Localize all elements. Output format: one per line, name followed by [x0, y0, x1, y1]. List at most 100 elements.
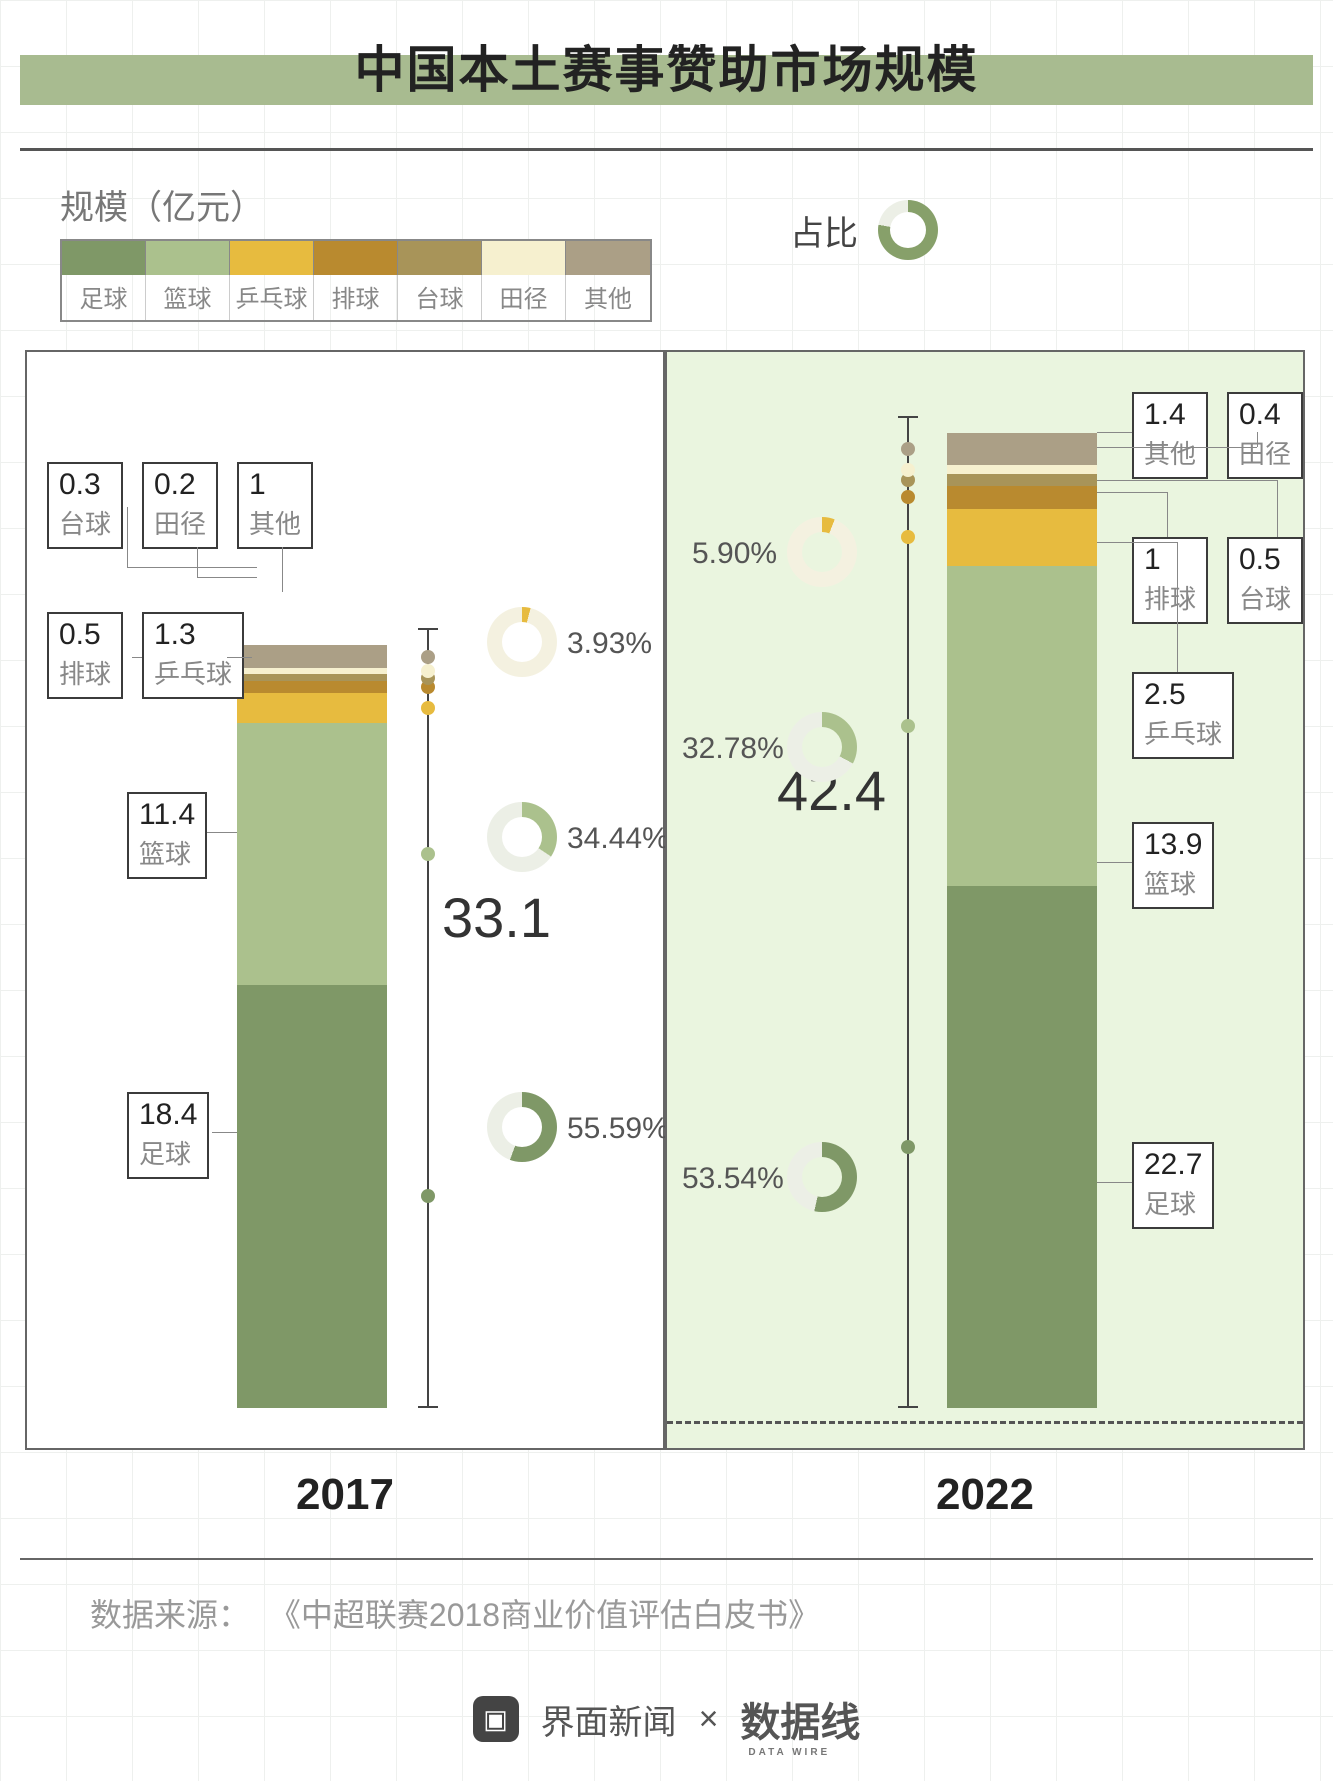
- segment-basketball: [947, 566, 1097, 886]
- segment-pingpong: [947, 509, 1097, 567]
- ratio-legend: 占比: [790, 200, 938, 260]
- callout-value: 11.4: [139, 800, 195, 830]
- callout-label: 其他: [1144, 434, 1196, 471]
- axis-node-football: [421, 1189, 435, 1203]
- legend-swatch-football: [62, 241, 146, 275]
- axis-node-other: [901, 442, 915, 456]
- leader-line: [1097, 862, 1132, 863]
- ratio-pct: 34.44%: [567, 822, 669, 856]
- source-label: 数据来源：: [90, 1597, 250, 1633]
- leader-line: [227, 657, 252, 658]
- stacked-bar: [237, 645, 387, 1408]
- legend-label-track: 田径: [482, 275, 566, 320]
- leader-line: [1097, 492, 1167, 493]
- ratio-pct: 55.59%: [567, 1112, 669, 1146]
- segment-basketball: [237, 723, 387, 985]
- ring-hole: [802, 532, 842, 572]
- axis-line: [907, 418, 909, 1408]
- callout-other: 1.4 其他: [1132, 392, 1208, 479]
- callout-label: 其他: [249, 504, 301, 541]
- ratio-ring: [787, 517, 857, 587]
- segment-football: [237, 985, 387, 1408]
- ratio-ring: [787, 712, 857, 782]
- segment-pingpong: [237, 693, 387, 723]
- callout-football: 18.4足球: [127, 1092, 209, 1179]
- callout-value: 1: [1144, 545, 1196, 575]
- axis-node-basketball: [901, 719, 915, 733]
- axis-node-basketball: [421, 847, 435, 861]
- callout-value: 0.5: [59, 620, 111, 650]
- callout-label: 篮球: [139, 834, 195, 871]
- total-value: 33.1: [442, 885, 551, 950]
- segment-other: [237, 645, 387, 668]
- callout-other: 1 其他: [237, 462, 313, 549]
- legend-swatch-track: [482, 241, 566, 275]
- axis-cap: [898, 1406, 918, 1408]
- axis-node-pingpong: [901, 530, 915, 544]
- ring-hole: [802, 727, 842, 767]
- donut-icon: [878, 200, 938, 260]
- callout-value: 13.9: [1144, 830, 1202, 860]
- year-label-2022: 2022: [665, 1470, 1305, 1520]
- leader-line: [1097, 432, 1132, 433]
- legend-label-basketball: 篮球: [146, 275, 230, 320]
- leader-line: [1097, 1182, 1132, 1183]
- callout-value: 18.4: [139, 1100, 197, 1130]
- panel-2017: 33.1 0.3 台球 0.2 田径 1 其他 0.5 排球 1.3乒乓球 11.4 篮球 18.4足球…: [25, 350, 665, 1450]
- callout-label: 田径: [154, 504, 206, 541]
- year-label-2017: 2017: [25, 1470, 665, 1520]
- callout-track: 0.4田径: [1227, 392, 1303, 479]
- leader-line: [1097, 447, 1257, 448]
- leader-line: [212, 1132, 237, 1133]
- ring-hole: [502, 1107, 542, 1147]
- dashline: [667, 1421, 1303, 1424]
- leader-line: [197, 577, 257, 578]
- axis-node-volleyball: [901, 490, 915, 504]
- leader-line: [207, 832, 237, 833]
- callout-label: 排球: [1144, 579, 1196, 616]
- callout-pingpong: 1.3乒乓球: [142, 612, 244, 699]
- legend-title: 规模（亿元）: [60, 180, 1270, 229]
- callout-label: 乒乓球: [154, 654, 232, 691]
- ratio-pct: 3.93%: [567, 627, 652, 661]
- source-text: 《中超联赛2018商业价值评估白皮书》: [269, 1597, 820, 1633]
- callout-football: 22.7足球: [1132, 1142, 1214, 1229]
- callout-billiards: 0.3 台球: [47, 462, 123, 549]
- callout-value: 1.4: [1144, 400, 1196, 430]
- leader-line: [1177, 542, 1178, 672]
- callout-value: 0.4: [1239, 400, 1291, 430]
- legend-label-volleyball: 排球: [314, 275, 398, 320]
- leader-line: [127, 567, 257, 568]
- legend-swatch-pingpong: [230, 241, 314, 275]
- callout-value: 0.5: [1239, 545, 1291, 575]
- credit-row: ▣ 界面新闻 × 数据线 DATA WIRE: [0, 1690, 1333, 1748]
- legend-label-other: 其他: [566, 275, 650, 320]
- leader-line: [282, 547, 283, 592]
- ratio-label: 占比: [790, 206, 858, 255]
- segment-track: [947, 465, 1097, 474]
- callout-value: 0.2: [154, 470, 206, 500]
- callout-volleyball: 1 排球: [1132, 537, 1208, 624]
- leader-line: [1277, 480, 1278, 537]
- callout-value: 0.3: [59, 470, 111, 500]
- axis-node-track: [901, 463, 915, 477]
- segment-billiards: [237, 674, 387, 681]
- ratio-pct: 32.78%: [682, 732, 784, 766]
- callout-label: 台球: [59, 504, 111, 541]
- ring-hole: [802, 1157, 842, 1197]
- legend-swatch-volleyball: [314, 241, 398, 275]
- leader-line: [1097, 542, 1177, 543]
- callout-label: 台球: [1239, 579, 1291, 616]
- rule-top: [20, 148, 1313, 151]
- ratio-pct: 5.90%: [692, 537, 777, 571]
- segment-volleyball: [237, 681, 387, 693]
- axis-node-other: [421, 650, 435, 664]
- leader-line: [1097, 480, 1277, 481]
- panel-2022: 42.41.4其他0.4田径1排球0.5台球2.5乒乓球13.9篮球22.7足球…: [665, 350, 1305, 1450]
- callout-label: 足球: [1144, 1184, 1202, 1221]
- callout-track: 0.2 田径: [142, 462, 218, 549]
- ratio-ring: [487, 607, 557, 677]
- callout-label: 排球: [59, 654, 111, 691]
- callout-value: 1: [249, 470, 301, 500]
- leader-line: [127, 507, 128, 567]
